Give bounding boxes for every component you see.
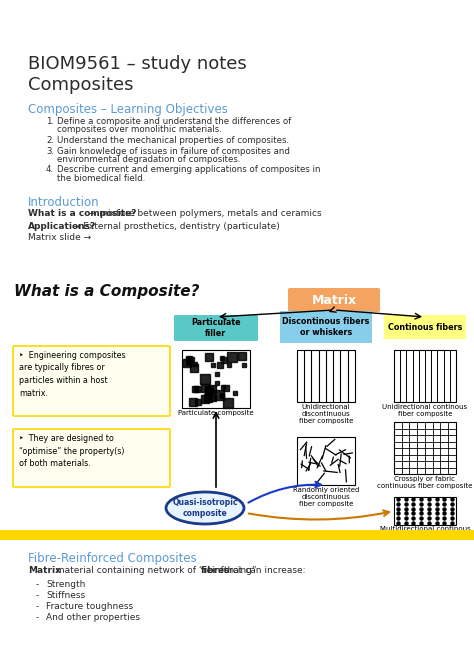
Text: Matrix slide →: Matrix slide →	[28, 233, 91, 242]
Text: fibres: fibres	[201, 566, 230, 575]
Text: ‣  Engineering composites
are typically fibres or
particles within a host
matrix: ‣ Engineering composites are typically f…	[19, 351, 126, 397]
Text: Fibre-Reinforced Composites: Fibre-Reinforced Composites	[28, 552, 197, 565]
FancyBboxPatch shape	[288, 288, 380, 312]
Text: 1.: 1.	[46, 117, 54, 126]
Text: -: -	[36, 580, 39, 589]
FancyBboxPatch shape	[13, 346, 170, 416]
Bar	[182, 350, 250, 408]
Text: 3.: 3.	[46, 147, 54, 155]
Text: Define a composite and understand the differences of: Define a composite and understand the di…	[57, 117, 291, 126]
Bar	[394, 350, 456, 402]
Text: What is a Composite?: What is a Composite?	[14, 284, 200, 299]
Text: material containing network of “reinforcing”: material containing network of “reinforc…	[53, 566, 259, 575]
Text: Continous fibers: Continous fibers	[388, 322, 462, 332]
Text: environmental degradation of composites.: environmental degradation of composites.	[57, 155, 240, 164]
Text: Quasi-isotropic
composite: Quasi-isotropic composite	[172, 498, 238, 518]
FancyBboxPatch shape	[13, 429, 170, 487]
Text: Describe current and emerging applications of composites in: Describe current and emerging applicatio…	[57, 165, 320, 174]
Text: -: -	[36, 602, 39, 611]
FancyBboxPatch shape	[384, 315, 466, 339]
Text: Randomly oriented
discontinuous
fiber composite: Randomly oriented discontinuous fiber co…	[293, 487, 359, 507]
Text: Understand the mechanical properties of composites.: Understand the mechanical properties of …	[57, 136, 289, 145]
Text: Matrix: Matrix	[28, 566, 61, 575]
Text: Applications?: Applications?	[28, 222, 96, 231]
Text: the biomedical field.: the biomedical field.	[57, 174, 145, 183]
Text: Composites: Composites	[28, 76, 134, 94]
Text: 2.: 2.	[46, 136, 54, 145]
Bar	[0, 530, 474, 540]
Text: Particulate composite: Particulate composite	[178, 410, 254, 416]
Text: Unidirectional continous
fiber composite: Unidirectional continous fiber composite	[383, 404, 467, 417]
Text: What is a composite?: What is a composite?	[28, 209, 137, 218]
Text: Crossply or fabric
continuous fiber composite: Crossply or fabric continuous fiber comp…	[377, 476, 473, 489]
Text: Multidirectional continous
fiber composite: Multidirectional continous fiber composi…	[380, 526, 470, 539]
Text: → mixture between polymers, metals and ceramics: → mixture between polymers, metals and c…	[86, 209, 322, 218]
Bar	[394, 497, 456, 525]
Text: -: -	[36, 613, 39, 622]
Text: that can increase:: that can increase:	[221, 566, 306, 575]
Text: Matrix: Matrix	[311, 293, 356, 306]
Ellipse shape	[166, 492, 244, 524]
Text: Strength: Strength	[46, 580, 85, 589]
Text: ‣  They are designed to
“optimise” the property(s)
of both materials.: ‣ They are designed to “optimise” the pr…	[19, 434, 125, 468]
Text: Particulate
filler: Particulate filler	[191, 318, 241, 338]
Bar	[394, 422, 456, 474]
Text: -: -	[36, 591, 39, 600]
Text: → External prosthetics, dentistry (particulate): → External prosthetics, dentistry (parti…	[70, 222, 280, 231]
Text: Composites – Learning Objectives: Composites – Learning Objectives	[28, 103, 228, 116]
Bar	[297, 350, 355, 402]
Text: BIOM9561 – study notes: BIOM9561 – study notes	[28, 55, 247, 73]
Text: Discontinous fibers
or whiskers: Discontinous fibers or whiskers	[283, 318, 370, 337]
Text: Stiffness: Stiffness	[46, 591, 85, 600]
Text: 4.: 4.	[46, 165, 54, 174]
FancyBboxPatch shape	[174, 315, 258, 341]
Text: Unidirectional
discontinuous
fiber composite: Unidirectional discontinuous fiber compo…	[299, 404, 353, 424]
Text: composites over monolithic materials.: composites over monolithic materials.	[57, 125, 222, 135]
Bar	[297, 437, 355, 485]
Text: Fracture toughness: Fracture toughness	[46, 602, 133, 611]
FancyBboxPatch shape	[280, 311, 372, 343]
Text: And other properties: And other properties	[46, 613, 140, 622]
Text: Introduction: Introduction	[28, 196, 100, 209]
Text: Gain knowledge of issues in failure of composites and: Gain knowledge of issues in failure of c…	[57, 147, 290, 155]
